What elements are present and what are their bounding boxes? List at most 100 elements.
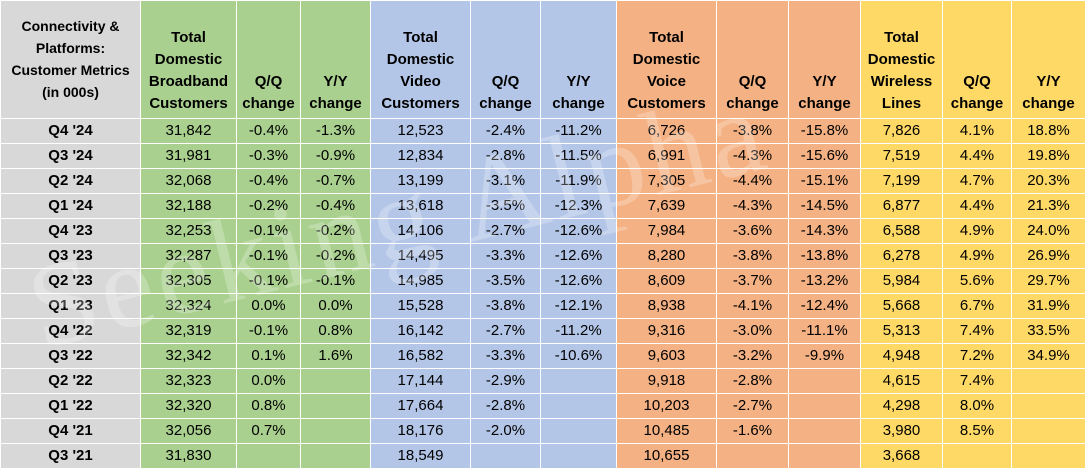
quarter-label-cell: Q3 '24 <box>1 144 141 169</box>
voice-qq-cell: -4.4% <box>717 169 789 194</box>
voice-qq-cell <box>717 444 789 469</box>
wireless-qq-cell: 6.7% <box>943 294 1012 319</box>
video-yy-cell: -12.6% <box>541 244 617 269</box>
video-yy-cell: -12.6% <box>541 269 617 294</box>
video-yy-cell: -12.6% <box>541 219 617 244</box>
quarter-label-cell: Q3 '23 <box>1 244 141 269</box>
broadband-yy-cell: 0.0% <box>301 294 371 319</box>
quarter-label-cell: Q2 '22 <box>1 369 141 394</box>
broadband-yy-cell: -0.9% <box>301 144 371 169</box>
wireless-lines-cell: 6,877 <box>861 194 943 219</box>
voice-yy-cell: -11.1% <box>789 319 861 344</box>
voice-qq-cell: -3.6% <box>717 219 789 244</box>
voice-yy-cell: -12.4% <box>789 294 861 319</box>
video-customers-cell: 16,582 <box>371 344 471 369</box>
wireless-lines-cell: 7,826 <box>861 119 943 144</box>
video-yy-cell: -11.2% <box>541 319 617 344</box>
wireless-qq-cell: 4.4% <box>943 194 1012 219</box>
quarter-label-cell: Q4 '21 <box>1 419 141 444</box>
broadband-qq-cell: 0.0% <box>237 294 301 319</box>
voice-customers-cell: 6,726 <box>617 119 717 144</box>
broadband-customers-cell: 32,305 <box>141 269 237 294</box>
voice-yy-cell <box>789 369 861 394</box>
broadband-customers-cell: 32,068 <box>141 169 237 194</box>
wireless-lines-cell: 4,298 <box>861 394 943 419</box>
broadband-customers-cell: 32,342 <box>141 344 237 369</box>
video-yy-cell <box>541 419 617 444</box>
voice-customers-cell: 8,609 <box>617 269 717 294</box>
quarter-label-cell: Q2 '24 <box>1 169 141 194</box>
corner-header: Connectivity & Platforms: Customer Metri… <box>1 1 141 119</box>
voice-customers-cell: 10,485 <box>617 419 717 444</box>
video-qq-cell: -2.8% <box>471 394 541 419</box>
broadband-yy-header: Y/Y change <box>301 1 371 119</box>
wireless-yy-cell <box>1012 394 1085 419</box>
wireless-qq-cell: 7.4% <box>943 319 1012 344</box>
voice-customers-cell: 8,280 <box>617 244 717 269</box>
wireless-qq-cell: 8.5% <box>943 419 1012 444</box>
quarter-label-cell: Q2 '23 <box>1 269 141 294</box>
voice-yy-cell: -14.3% <box>789 219 861 244</box>
wireless-yy-cell: 21.3% <box>1012 194 1085 219</box>
voice-yy-cell: -14.5% <box>789 194 861 219</box>
video-customers-cell: 12,523 <box>371 119 471 144</box>
quarter-label-cell: Q4 '22 <box>1 319 141 344</box>
broadband-qq-cell: -0.1% <box>237 319 301 344</box>
wireless-yy-cell: 33.5% <box>1012 319 1085 344</box>
wireless-qq-cell: 4.9% <box>943 219 1012 244</box>
voice-yy-cell: -15.1% <box>789 169 861 194</box>
broadband-yy-cell <box>301 369 371 394</box>
video-customers-cell: 18,176 <box>371 419 471 444</box>
video-customers-cell: 13,199 <box>371 169 471 194</box>
wireless-qq-cell <box>943 444 1012 469</box>
wireless-lines-cell: 4,615 <box>861 369 943 394</box>
video-qq-cell: -3.3% <box>471 244 541 269</box>
wireless-qq-cell: 8.0% <box>943 394 1012 419</box>
broadband-qq-cell: -0.1% <box>237 244 301 269</box>
quarter-label-cell: Q3 '21 <box>1 444 141 469</box>
video-customers-cell: 17,664 <box>371 394 471 419</box>
voice-customers-cell: 7,305 <box>617 169 717 194</box>
wireless-qq-cell: 7.2% <box>943 344 1012 369</box>
broadband-yy-cell: 0.8% <box>301 319 371 344</box>
wireless-qq-cell: 4.4% <box>943 144 1012 169</box>
broadband-qq-cell: -0.3% <box>237 144 301 169</box>
voice-customers-cell: 9,316 <box>617 319 717 344</box>
broadband-yy-cell: -0.1% <box>301 269 371 294</box>
video-customers-cell: 15,528 <box>371 294 471 319</box>
broadband-qq-header: Q/Q change <box>237 1 301 119</box>
quarter-label-cell: Q1 '22 <box>1 394 141 419</box>
wireless-lines-cell: 6,588 <box>861 219 943 244</box>
video-qq-cell: -3.5% <box>471 194 541 219</box>
video-yy-header: Y/Y change <box>541 1 617 119</box>
voice-qq-cell: -2.7% <box>717 394 789 419</box>
voice-yy-header: Y/Y change <box>789 1 861 119</box>
wireless-qq-cell: 4.7% <box>943 169 1012 194</box>
wireless-qq-cell: 7.4% <box>943 369 1012 394</box>
wireless-yy-cell: 19.8% <box>1012 144 1085 169</box>
video-qq-cell: -2.7% <box>471 219 541 244</box>
voice-yy-cell: -15.8% <box>789 119 861 144</box>
wireless-qq-header: Q/Q change <box>943 1 1012 119</box>
broadband-header: Total Domestic Broadband Customers <box>141 1 237 119</box>
voice-customers-cell: 10,203 <box>617 394 717 419</box>
video-yy-cell <box>541 369 617 394</box>
video-yy-cell: -12.3% <box>541 194 617 219</box>
wireless-lines-cell: 6,278 <box>861 244 943 269</box>
broadband-customers-cell: 32,319 <box>141 319 237 344</box>
wireless-yy-cell: 26.9% <box>1012 244 1085 269</box>
voice-yy-cell: -13.8% <box>789 244 861 269</box>
video-yy-cell: -11.9% <box>541 169 617 194</box>
broadband-customers-cell: 32,324 <box>141 294 237 319</box>
voice-yy-cell: -13.2% <box>789 269 861 294</box>
broadband-qq-cell <box>237 444 301 469</box>
broadband-qq-cell: -0.2% <box>237 194 301 219</box>
video-customers-cell: 16,142 <box>371 319 471 344</box>
